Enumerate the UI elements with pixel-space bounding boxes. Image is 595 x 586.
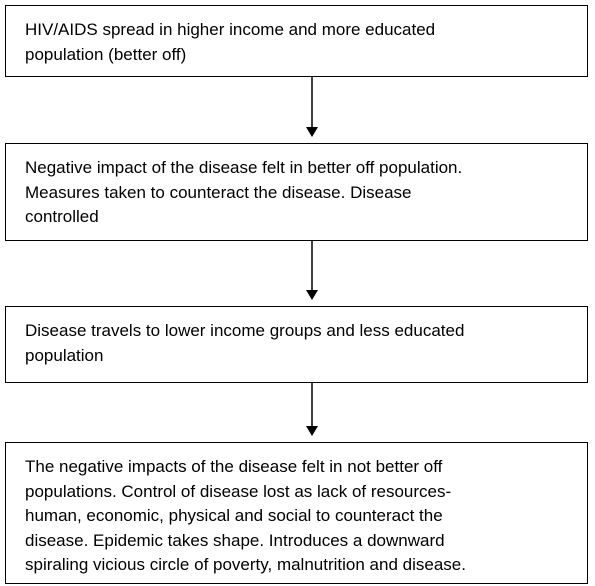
flow-box: Negative impact of the disease felt in b…: [5, 143, 588, 241]
flow-box: Disease travels to lower income groups a…: [5, 306, 588, 383]
box-text: controlled: [25, 207, 99, 226]
box-text: disease. Epidemic takes shape. Introduce…: [25, 530, 445, 550]
box-text: populations. Control of disease lost as …: [25, 481, 452, 501]
box-text: Measures taken to counteract the disease…: [25, 182, 412, 202]
box-text: population (better off): [25, 44, 187, 64]
box-text: human, economic, physical and social to …: [25, 506, 443, 525]
flow-box: HIV/AIDS spread in higher income and mor…: [5, 5, 588, 77]
box-text: Disease travels to lower income groups a…: [25, 321, 465, 340]
box-text: The negative impacts of the disease felt…: [25, 457, 443, 476]
box-text: spiraling vicious circle of poverty, mal…: [25, 555, 466, 574]
flow-box: The negative impacts of the disease felt…: [5, 442, 588, 584]
box-text: population: [25, 345, 104, 365]
box-text: HIV/AIDS spread in higher income and mor…: [25, 20, 436, 39]
box-text: Negative impact of the disease felt in b…: [25, 158, 463, 177]
